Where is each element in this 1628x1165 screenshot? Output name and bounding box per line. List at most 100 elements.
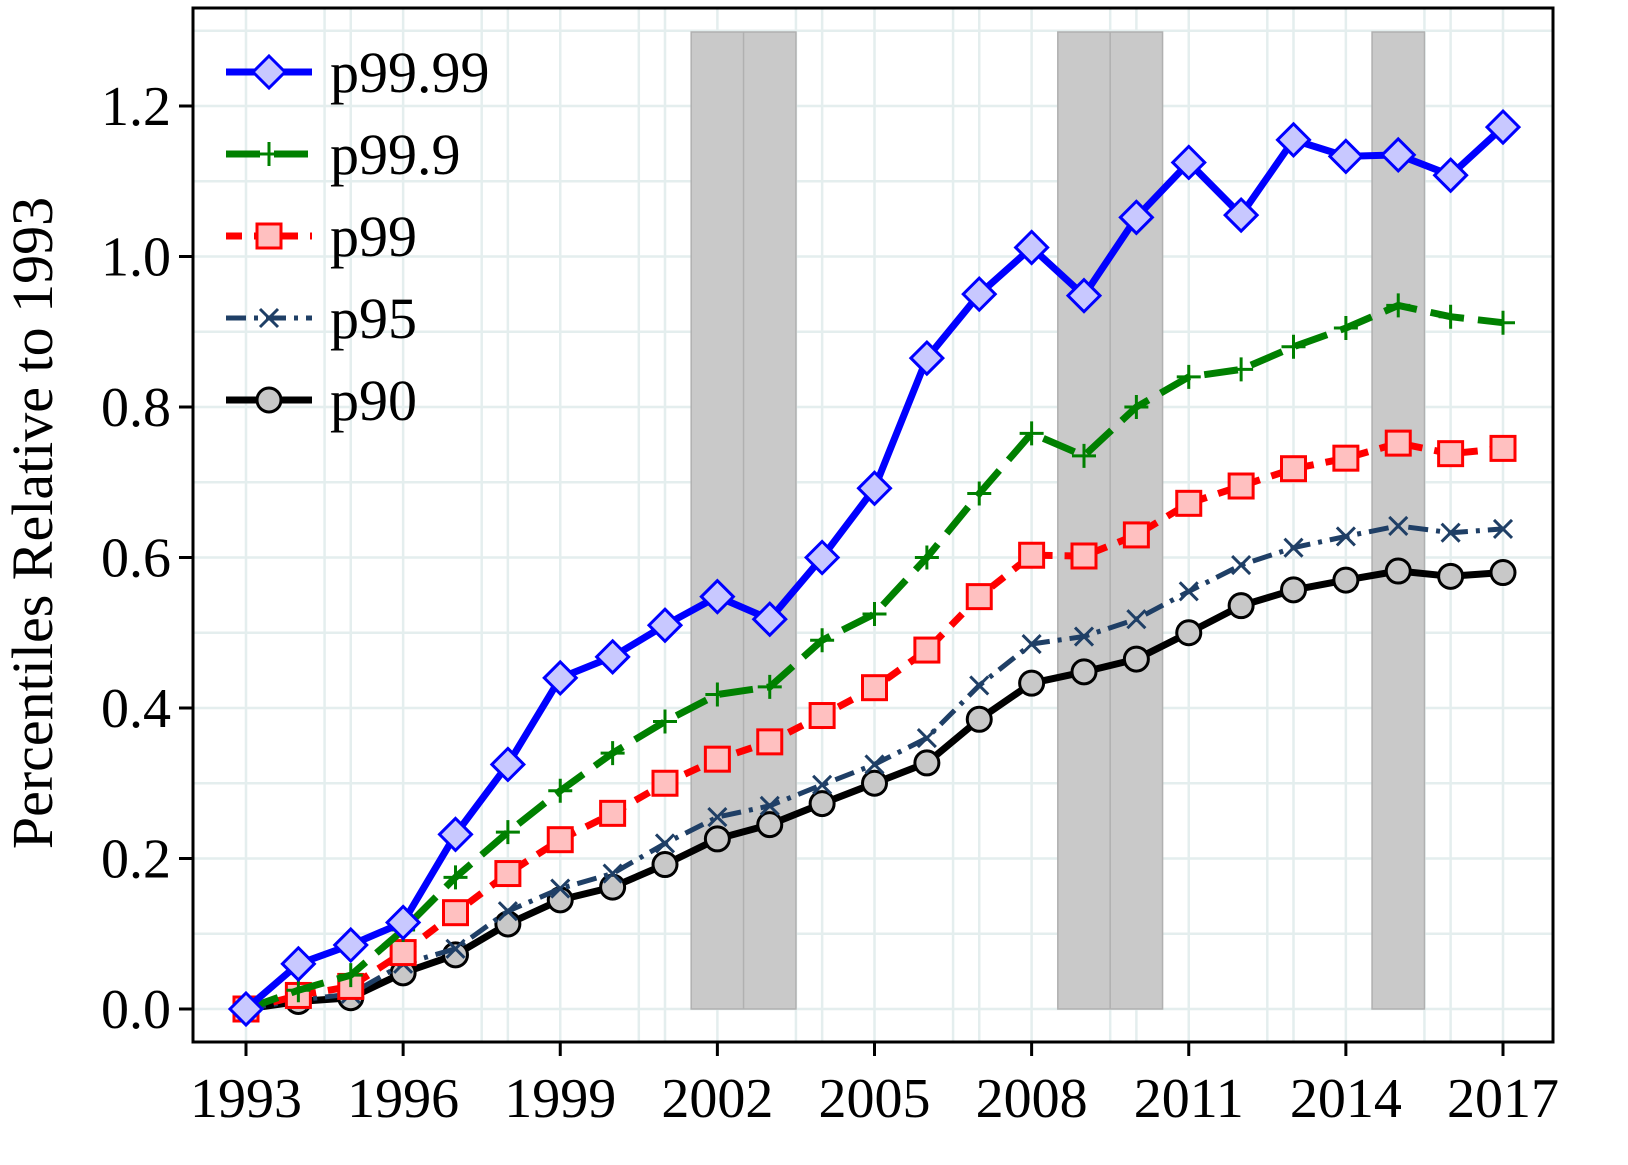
x-tick-label: 1999 bbox=[504, 1068, 616, 1130]
data-point-p99-99 bbox=[489, 746, 526, 783]
data-point-p95 bbox=[497, 901, 518, 922]
x-tick-label: 2005 bbox=[819, 1068, 931, 1130]
legend-item-p90: p90 bbox=[226, 368, 417, 433]
data-point-p99-99 bbox=[385, 904, 422, 941]
data-point-p99 bbox=[599, 799, 627, 827]
data-point-p99-9 bbox=[967, 481, 992, 506]
data-point-p90 bbox=[861, 769, 888, 797]
legend-label-p99-99: p99.99 bbox=[330, 40, 490, 105]
data-point-p99-99 bbox=[1170, 144, 1207, 181]
data-point-p90 bbox=[494, 910, 522, 938]
data-point-p99-99 bbox=[1118, 199, 1155, 236]
data-point-p99-9 bbox=[1438, 304, 1463, 329]
series-p99-9 bbox=[234, 293, 1515, 1021]
legend-marker-p99 bbox=[255, 222, 283, 250]
data-point-p99-99 bbox=[804, 539, 841, 576]
data-point-p99-9 bbox=[1491, 310, 1515, 335]
data-point-p95 bbox=[864, 754, 885, 775]
data-point-p99-99 bbox=[437, 816, 474, 853]
data-point-p99-99 bbox=[1013, 229, 1050, 266]
recession-band bbox=[1371, 31, 1426, 1010]
legend-marker-p90 bbox=[255, 386, 283, 414]
data-point-p90 bbox=[913, 749, 941, 777]
data-point-p99 bbox=[913, 636, 941, 664]
data-point-p99-9 bbox=[914, 545, 939, 570]
data-point-p99 bbox=[1175, 489, 1203, 517]
legend-label-p90: p90 bbox=[330, 368, 417, 433]
data-point-p99 bbox=[1280, 455, 1307, 483]
data-point-p99-99 bbox=[1065, 277, 1103, 314]
data-point-p90 bbox=[442, 941, 469, 969]
data-point-p99-9 bbox=[705, 682, 730, 707]
data-point-p99-99 bbox=[594, 638, 631, 675]
data-point-p99-99 bbox=[1380, 136, 1417, 174]
data-point-p99-9 bbox=[286, 978, 311, 1003]
data-point-p90 bbox=[1384, 557, 1412, 585]
data-point-p99 bbox=[808, 702, 836, 730]
y-tick-label: 1.2 bbox=[101, 76, 171, 138]
data-point-p95 bbox=[759, 795, 780, 816]
y-axis-ticks: 0.0 0.2 0.4 0.6 0.8 1.0 1.2 bbox=[101, 76, 193, 1041]
data-point-p99-99 bbox=[699, 578, 736, 615]
legend-item-p95: p95 bbox=[226, 286, 417, 351]
y-tick-label: 0.4 bbox=[101, 678, 171, 740]
data-point-p99 bbox=[1070, 542, 1098, 570]
data-point-p99-99 bbox=[1275, 121, 1312, 158]
data-point-p99-9 bbox=[1072, 443, 1096, 468]
data-point-p90 bbox=[965, 705, 993, 733]
legend-marker-p95 bbox=[258, 307, 280, 329]
data-point-p95 bbox=[707, 807, 728, 828]
data-point-p99 bbox=[1332, 444, 1360, 472]
data-point-p99-9 bbox=[495, 820, 520, 845]
legend: p99.99 p99.9 p99 p95 p90 bbox=[226, 40, 490, 433]
data-point-p99-99 bbox=[1223, 196, 1260, 234]
data-point-p90 bbox=[1332, 566, 1360, 594]
data-point-p99-99 bbox=[1432, 157, 1469, 194]
data-point-p90 bbox=[756, 811, 784, 839]
data-point-p95 bbox=[1335, 526, 1356, 547]
data-point-p95 bbox=[1021, 633, 1042, 655]
data-point-p99-9 bbox=[1229, 357, 1254, 382]
data-point-p99-9 bbox=[1386, 293, 1411, 318]
data-point-p99 bbox=[494, 860, 522, 888]
x-tick-label: 1996 bbox=[347, 1068, 459, 1130]
legend-label-p99-9: p99.9 bbox=[330, 122, 461, 187]
data-point-p90 bbox=[1489, 559, 1517, 587]
x-axis-ticks: 1993 1996 1999 2002 2005 2008 2011 2014 2017 bbox=[190, 1042, 1559, 1130]
x-tick-label: 2014 bbox=[1290, 1068, 1402, 1130]
data-point-p99-99 bbox=[961, 276, 998, 313]
legend-marker-p99-9 bbox=[257, 142, 281, 166]
data-point-p95 bbox=[969, 675, 990, 696]
data-point-p99 bbox=[651, 769, 679, 797]
legend-label-p99: p99 bbox=[330, 204, 417, 269]
legend-item-p99-9: p99.9 bbox=[226, 122, 461, 187]
legend-label-p95: p95 bbox=[330, 286, 417, 351]
data-point-p99 bbox=[1384, 429, 1412, 457]
x-tick-label: 2008 bbox=[976, 1068, 1088, 1130]
data-point-p99 bbox=[1122, 521, 1150, 549]
data-point-p99 bbox=[1437, 440, 1465, 468]
data-point-p99-99 bbox=[332, 926, 369, 964]
series-group bbox=[227, 108, 1522, 1028]
x-tick-label: 2017 bbox=[1447, 1068, 1559, 1130]
data-point-p99-99 bbox=[646, 607, 684, 644]
data-point-p99 bbox=[756, 728, 784, 756]
data-point-p99 bbox=[389, 939, 417, 967]
data-point-p95 bbox=[1231, 554, 1252, 576]
data-point-p99-9 bbox=[600, 741, 625, 766]
data-point-p95 bbox=[654, 833, 676, 854]
data-point-p99-9 bbox=[1333, 315, 1358, 340]
data-point-p99-9 bbox=[653, 709, 677, 734]
data-point-p95 bbox=[812, 774, 833, 795]
data-point-p99-99 bbox=[542, 659, 579, 697]
data-point-p99-99 bbox=[227, 990, 265, 1028]
data-point-p99-99 bbox=[856, 470, 893, 507]
data-point-p90 bbox=[1018, 669, 1046, 697]
y-tick-label: 0.8 bbox=[101, 377, 171, 439]
legend-item-p99-99: p99.99 bbox=[226, 40, 490, 105]
data-point-p99 bbox=[442, 899, 469, 927]
data-point-p95 bbox=[445, 938, 466, 959]
data-point-p99 bbox=[965, 583, 993, 611]
data-point-p90 bbox=[599, 873, 627, 901]
